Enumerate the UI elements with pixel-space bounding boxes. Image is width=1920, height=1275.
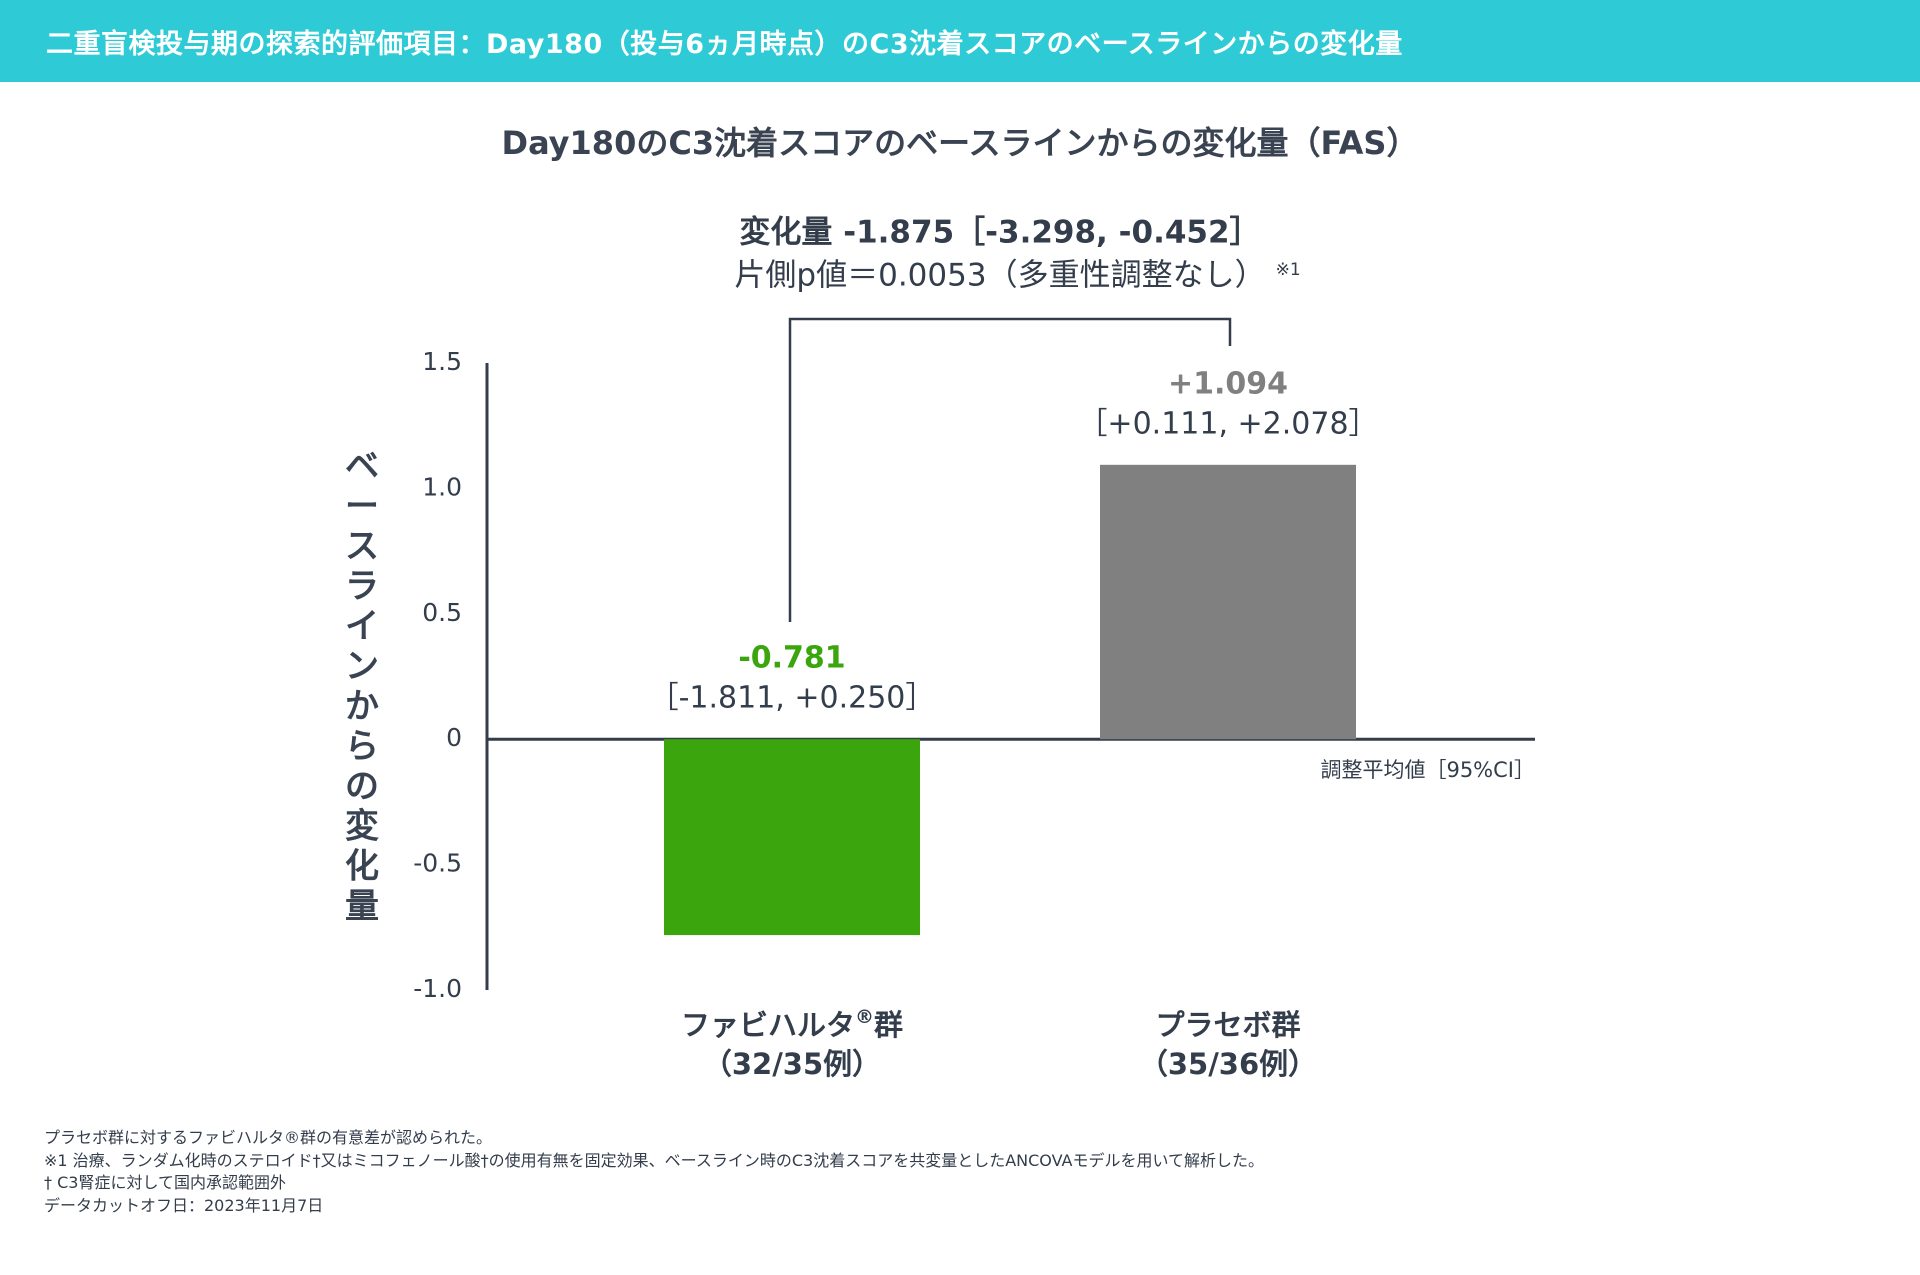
y-axis-label-char: 変 xyxy=(345,807,379,847)
comparison-pvalue: 片側p値＝0.0053（多重性調整なし） xyxy=(734,258,1265,294)
data-label-value: +1.094 xyxy=(1168,366,1288,401)
value-note: 調整平均値［95%CI］ xyxy=(1320,758,1535,782)
registered-mark: ® xyxy=(855,1006,874,1028)
footnote-line: † C3腎症に対して国内承認範囲外 xyxy=(44,1173,286,1192)
category-name: ファビハルタ xyxy=(681,1008,855,1042)
footnote-line: プラセボ群に対するファビハルタ®群の有意差が認められた。 xyxy=(44,1128,493,1147)
bars xyxy=(664,464,1356,936)
y-axis-label-char: ベ xyxy=(345,447,379,487)
y-tick-label: 1.0 xyxy=(422,472,462,501)
y-tick-label: 1.5 xyxy=(422,347,462,376)
y-axis-label-char: ン xyxy=(345,647,379,687)
category-label: プラセボ群 xyxy=(1155,1008,1300,1042)
y-tick-label: 0 xyxy=(446,723,462,752)
comparison-note-mark: ※1 xyxy=(1276,260,1301,280)
comparison-bracket xyxy=(788,317,1232,622)
y-axis-label-char: 量 xyxy=(345,887,379,927)
bar-labels: -0.781 ［-1.811, +0.250］ ファビハルタ®群 （32/35例） +1… xyxy=(649,366,1379,1081)
y-tick-label: -0.5 xyxy=(413,849,462,878)
category-name: プラセボ群 xyxy=(1155,1008,1300,1042)
y-axis-label-char: 化 xyxy=(345,847,379,887)
y-tick-label: -1.0 xyxy=(413,974,462,1003)
footnote-line: ※1 治療、ランダム化時のステロイド†又はミコフェノール酸†の使用有無を固定効果… xyxy=(44,1150,1265,1170)
comparison-change: 変化量 -1.875［-3.298, -0.452］ xyxy=(739,215,1260,251)
header-bar: 二重盲検投与期の探索的評価項目：Day180（投与6ヵ月時点）のC3沈着スコアの… xyxy=(0,0,1920,82)
y-axis-label-char: イ xyxy=(345,607,379,647)
y-tick-label: 0.5 xyxy=(422,598,462,627)
y-axis-label-char: の xyxy=(345,767,379,807)
y-axis-label-char: ス xyxy=(345,527,379,567)
data-label-ci: ［-1.811, +0.250］ xyxy=(649,681,936,716)
axes: 1.5 1.0 0.5 0 -0.5 -1.0 調整平均値［95%CI］ xyxy=(413,347,1535,1003)
category-n-label: （32/35例） xyxy=(703,1047,881,1081)
data-label-value: -0.781 xyxy=(738,641,845,676)
y-axis-label-char: ー xyxy=(345,487,379,527)
page-title: 二重盲検投与期の探索的評価項目：Day180（投与6ヵ月時点）のC3沈着スコアの… xyxy=(46,28,1403,60)
comparison-annotation: 変化量 -1.875［-3.298, -0.452］ 片側p値＝0.0053（多重… xyxy=(734,215,1301,622)
bar-chart: 変化量 -1.875［-3.298, -0.452］ 片側p値＝0.0053（多重… xyxy=(345,215,1535,1081)
category-suffix: 群 xyxy=(874,1008,903,1042)
footnotes: プラセボ群に対するファビハルタ®群の有意差が認められた。 ※1 治療、ランダム化… xyxy=(44,1127,1264,1217)
chart-title: Day180のC3沈着スコアのベースラインからの変化量（FAS） xyxy=(501,124,1419,162)
data-label-ci: ［+0.111, +2.078］ xyxy=(1077,406,1378,441)
category-n-label: （35/36例） xyxy=(1139,1047,1317,1081)
y-axis-label-char: ら xyxy=(345,727,379,767)
y-axis-label: ベースラインからの変化量 xyxy=(345,447,379,927)
y-axis-label-char: か xyxy=(345,687,379,727)
bar-placebo xyxy=(1100,464,1356,740)
footnote-line: データカットオフ日：2023年11月7日 xyxy=(44,1195,324,1215)
y-axis-label-char: ラ xyxy=(345,567,379,607)
category-label: ファビハルタ®群 xyxy=(681,1006,903,1043)
bar-fabhalta xyxy=(664,739,920,936)
